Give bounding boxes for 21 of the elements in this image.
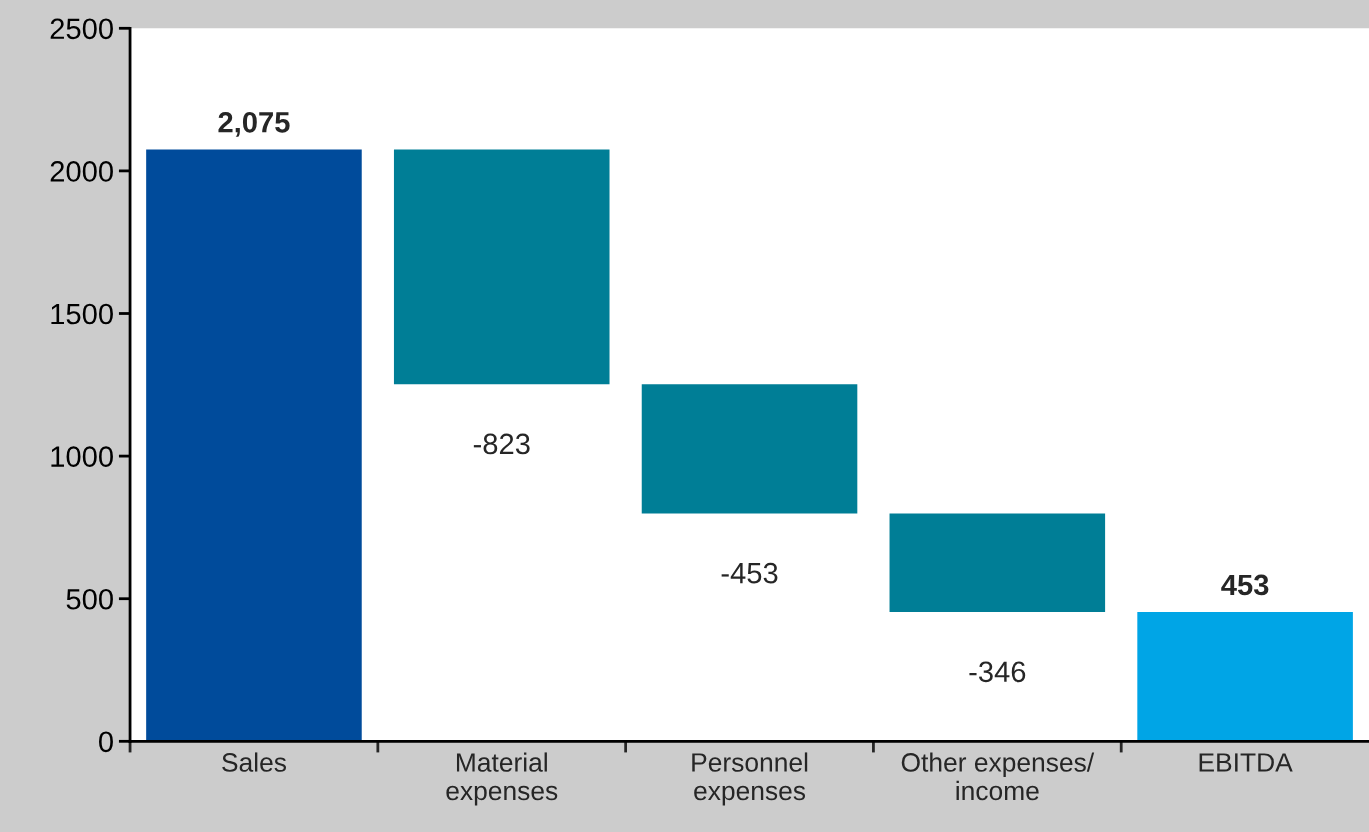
y-tick-label: 0 [99,731,113,753]
bar [1137,612,1353,742]
bar [393,149,610,385]
y-tick-label: 500 [66,588,113,610]
bar [889,513,1106,613]
data-label: -346 [969,661,1026,683]
data-label: 453 [1221,574,1269,596]
data-label: 2,075 [218,111,290,137]
y-tick-label: 1000 [51,446,113,467]
y-tick-label: 1500 [51,303,113,325]
x-tick-label: Material expenses [446,752,558,806]
x-tick-label: EBITDA [1199,753,1293,772]
bar [641,384,858,514]
bar [146,149,362,742]
x-tick-label: Sales [222,752,286,772]
y-tick-label: 2500 [50,18,113,40]
x-tick-label: Personnel expenses [692,752,808,806]
data-label: -453 [721,562,778,584]
y-tick-label: 2000 [50,161,113,182]
x-tick-label: Other expenses/ income [901,752,1095,801]
data-label: -823 [473,433,530,455]
